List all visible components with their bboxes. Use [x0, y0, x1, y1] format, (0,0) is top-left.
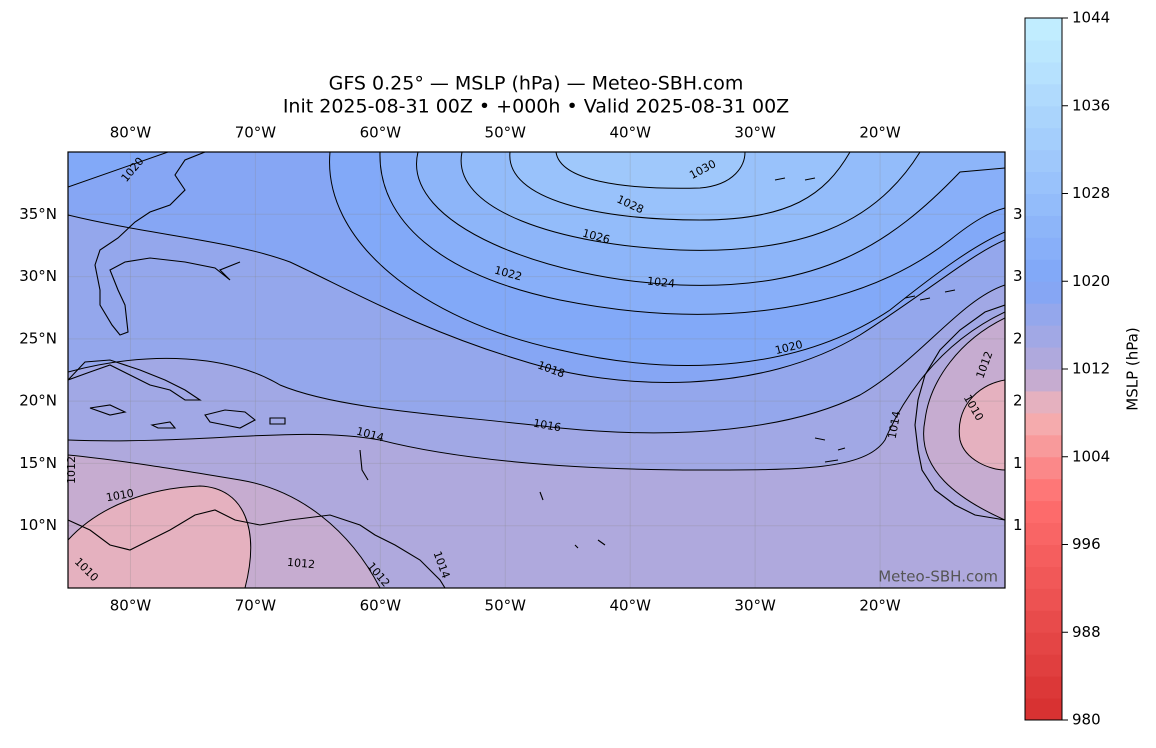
isobar-label: 1012	[65, 456, 78, 484]
colorbar-band	[1025, 303, 1062, 326]
pressure-fill	[68, 152, 1005, 588]
colorbar-band	[1025, 478, 1062, 502]
map-frame	[67, 151, 1006, 589]
colorbar-band	[1025, 347, 1062, 370]
colorbar-band	[1025, 610, 1062, 633]
isobar	[68, 317, 1005, 588]
pressure-band	[68, 152, 1005, 220]
colorbar-tick-label: 980	[1072, 711, 1101, 729]
colorbar-band	[1025, 149, 1062, 173]
colorbar-band	[1025, 676, 1062, 699]
pressure-band	[68, 318, 1005, 588]
colorbar-tick-label: 1044	[1072, 9, 1110, 27]
colorbar-band	[1025, 456, 1062, 480]
colorbar-band	[1025, 18, 1062, 41]
isobar-label: 1016	[532, 417, 562, 435]
colorbar-band	[1025, 632, 1062, 655]
colorbar-band	[1025, 588, 1062, 611]
isobar-label: 1010	[105, 487, 135, 505]
colorbar-band	[1025, 281, 1062, 304]
coastline	[94, 152, 241, 336]
isobar	[68, 311, 1005, 471]
colorbar-band	[1025, 215, 1062, 238]
lon-label: 70°W	[235, 597, 277, 615]
lon-label: 50°W	[485, 597, 527, 615]
colorbar-band	[1025, 39, 1062, 63]
lat-label: 10°N	[19, 516, 57, 534]
pressure-band	[68, 380, 1005, 588]
lon-label: 50°W	[485, 124, 527, 142]
colorbar-tick-label: 1028	[1072, 184, 1110, 202]
colorbar-band	[1025, 61, 1062, 85]
colorbar-band	[1025, 566, 1062, 589]
colorbar-band	[1025, 369, 1062, 392]
lon-label: 60°W	[360, 124, 402, 142]
isobar	[460, 152, 921, 251]
coastline	[359, 177, 956, 549]
isobar	[68, 379, 1005, 588]
lon-label: 20°W	[859, 124, 901, 142]
isobar	[68, 152, 1005, 366]
colorbar-tick-label: 1012	[1072, 360, 1110, 378]
colorbar-band	[1025, 325, 1062, 348]
lat-label: 20°N	[19, 392, 57, 410]
colorbar-band	[1025, 522, 1062, 545]
lat-label: 15°N	[19, 454, 57, 472]
coastline	[204, 409, 256, 429]
colorbar-band	[1025, 171, 1062, 194]
colorbar-tick-label: 1020	[1072, 272, 1110, 290]
colorbar-band	[1025, 83, 1062, 107]
colorbar-band	[1025, 237, 1062, 260]
lon-label: 80°W	[110, 597, 152, 615]
isobar-label: 1012	[287, 556, 316, 571]
watermark: Meteo-SBH.com	[878, 568, 998, 586]
title: GFS 0.25° — MSLP (hPa) — Meteo-SBH.com	[329, 73, 744, 95]
colorbar-band	[1025, 500, 1062, 524]
isobar	[68, 214, 1005, 383]
coastline	[914, 304, 1005, 521]
coastlines	[68, 152, 1005, 588]
lon-label: 40°W	[609, 597, 651, 615]
isobar	[416, 152, 1005, 286]
colorbar-label: MSLP (hPa)	[1124, 327, 1142, 410]
isobar-label: 1014	[886, 410, 904, 440]
colorbar-tick-label: 1036	[1072, 96, 1110, 114]
isobar-label: 1024	[646, 275, 675, 291]
subtitle: Init 2025-08-31 00Z • +000h • Valid 2025…	[283, 96, 789, 118]
lon-label: 40°W	[609, 124, 651, 142]
isobar	[379, 152, 1005, 315]
lat-label: 25°N	[19, 329, 57, 347]
isobar	[509, 152, 851, 221]
isobar	[68, 284, 1005, 434]
lon-label: 30°W	[734, 597, 776, 615]
isobars	[68, 152, 1005, 588]
isobar	[555, 152, 746, 189]
lon-label: 20°W	[859, 597, 901, 615]
colorbar-tick-label: 1004	[1072, 447, 1110, 465]
colorbar-band	[1025, 412, 1062, 436]
lat-label: 30°N	[19, 267, 57, 285]
colorbar-band	[1025, 193, 1062, 216]
lon-label: 80°W	[110, 124, 152, 142]
colorbar-band	[1025, 434, 1062, 458]
colorbar-band	[1025, 698, 1062, 721]
colorbar-band	[1025, 654, 1062, 677]
lon-label: 60°W	[360, 597, 402, 615]
lon-label: 30°W	[734, 124, 776, 142]
colorbar-band	[1025, 544, 1062, 567]
colorbar-tick-label: 988	[1072, 623, 1101, 641]
colorbar: 980 988 996 1004 1012 1020 1028 1036 1044	[1024, 9, 1110, 729]
colorbar-band	[1025, 105, 1062, 129]
colorbar-band	[1025, 127, 1062, 151]
coastline	[89, 404, 286, 429]
lon-label: 70°W	[235, 124, 277, 142]
lat-label: 35°N	[19, 205, 57, 223]
coastline	[68, 359, 202, 401]
colorbar-band	[1025, 390, 1062, 414]
coastline	[68, 509, 446, 588]
colorbar-band	[1025, 259, 1062, 282]
colorbar-tick-label: 996	[1072, 535, 1101, 553]
